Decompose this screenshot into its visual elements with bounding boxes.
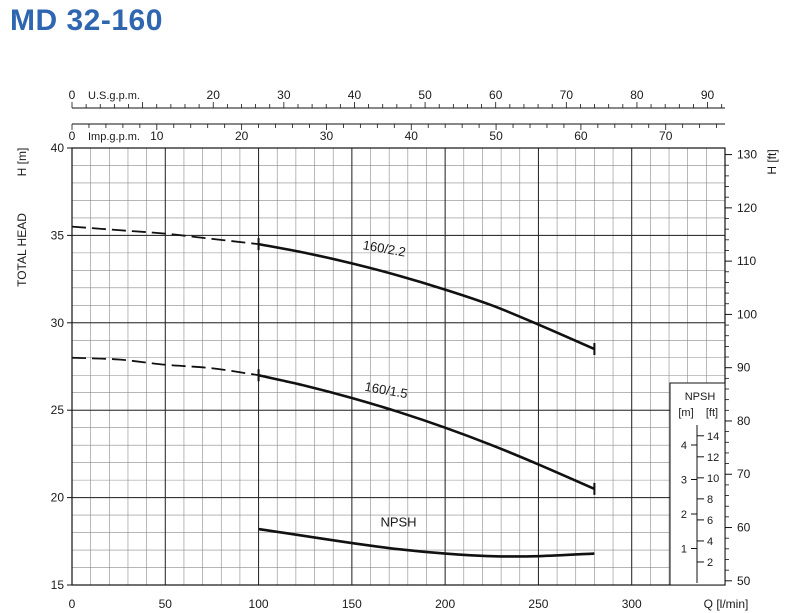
x-tick-label: 150 [342, 597, 362, 611]
top-usgpm-tick-label: 50 [418, 88, 432, 102]
curve-npsh [258, 527, 595, 558]
x-tick-label: 0 [69, 597, 76, 611]
y-right-tick-label: 50 [737, 574, 751, 588]
chart-title: MD 32-160 [10, 4, 163, 37]
curve-160-1-5-dashed [71, 356, 259, 377]
top-impgpm-label: Imp.g.p.m. [88, 131, 140, 143]
y-right-tick-label: 80 [737, 414, 751, 428]
curve-160-2-2 [258, 242, 595, 351]
top-impgpm-tick-label: 10 [150, 129, 164, 143]
y-right-tick-label: 130 [737, 148, 757, 162]
y-axis-unit-right: H [ft] [765, 149, 779, 174]
top-usgpm-tick-label: 60 [489, 88, 503, 102]
top-usgpm-tick-label: 30 [277, 88, 291, 102]
y-right-tick-label: 70 [737, 467, 751, 481]
curve-160-2-2-dashed [71, 225, 259, 246]
npsh-unit-m: [m] [678, 407, 693, 419]
top-usgpm-tick-label: 40 [348, 88, 362, 102]
x-tick-label: 300 [622, 597, 642, 611]
x-tick-label: 250 [528, 597, 548, 611]
x-axis-label: Q [l/min] [704, 597, 749, 611]
y-right-tick-label: 110 [737, 254, 756, 268]
top-usgpm-tick-label: 70 [560, 88, 574, 102]
top-usgpm-tick-label: 90 [701, 88, 715, 102]
top-impgpm-tick-label: 70 [659, 129, 673, 143]
curve-160-1-5 [258, 373, 595, 491]
top-usgpm-tick-label: 20 [207, 88, 221, 102]
y-tick-label: 35 [51, 228, 65, 242]
y-tick-label: 40 [51, 141, 65, 155]
x-tick-label: 200 [435, 597, 455, 611]
y-right-tick-label: 100 [737, 307, 757, 321]
series-label-160-1-5: 160/1.5 [364, 379, 409, 401]
npsh-scale-title: NPSH [685, 391, 716, 403]
top-usgpm-tick-label: 80 [630, 88, 644, 102]
top-impgpm-tick-label: 20 [235, 129, 249, 143]
npsh-m-tick-label: 1 [681, 544, 687, 556]
series-label-npsh: NPSH [380, 514, 416, 529]
top-impgpm-tick-label: 30 [320, 129, 334, 143]
npsh-ft-tick-label: 14 [707, 431, 719, 443]
y-axis-unit-left: H [m] [15, 148, 29, 177]
npsh-ft-tick-label: 10 [707, 473, 719, 485]
y-right-tick-label: 90 [737, 361, 751, 375]
y-right-tick-label: 120 [737, 201, 757, 215]
top-impgpm-tick-label: 50 [489, 129, 503, 143]
x-tick-label: 50 [159, 597, 173, 611]
y-axis-label: TOTAL HEAD [15, 213, 29, 287]
series-label-160-2-2: 160/2.2 [362, 237, 407, 259]
top-usgpm-label: U.S.g.p.m. [88, 90, 140, 102]
top-usgpm-tick-label: 0 [69, 88, 76, 102]
npsh-ft-tick-label: 6 [707, 515, 713, 527]
npsh-m-tick-label: 2 [681, 509, 687, 521]
y-tick-label: 30 [51, 316, 65, 330]
y-tick-label: 20 [51, 491, 65, 505]
top-impgpm-tick-label: 40 [405, 129, 419, 143]
y-tick-label: 15 [51, 578, 65, 592]
npsh-ft-tick-label: 2 [707, 557, 713, 569]
npsh-ft-tick-label: 8 [707, 494, 713, 506]
top-impgpm-tick-label: 0 [69, 129, 76, 143]
npsh-ft-tick-label: 4 [707, 536, 713, 548]
npsh-unit-ft: [ft] [706, 407, 718, 419]
top-impgpm-tick-label: 60 [574, 129, 588, 143]
y-tick-label: 25 [51, 403, 65, 417]
y-right-tick-label: 60 [737, 521, 751, 535]
npsh-ft-tick-label: 12 [707, 452, 719, 464]
npsh-m-tick-label: 3 [681, 475, 687, 487]
npsh-m-tick-label: 4 [681, 440, 687, 452]
plot-frame [71, 147, 726, 586]
x-tick-label: 100 [249, 597, 269, 611]
